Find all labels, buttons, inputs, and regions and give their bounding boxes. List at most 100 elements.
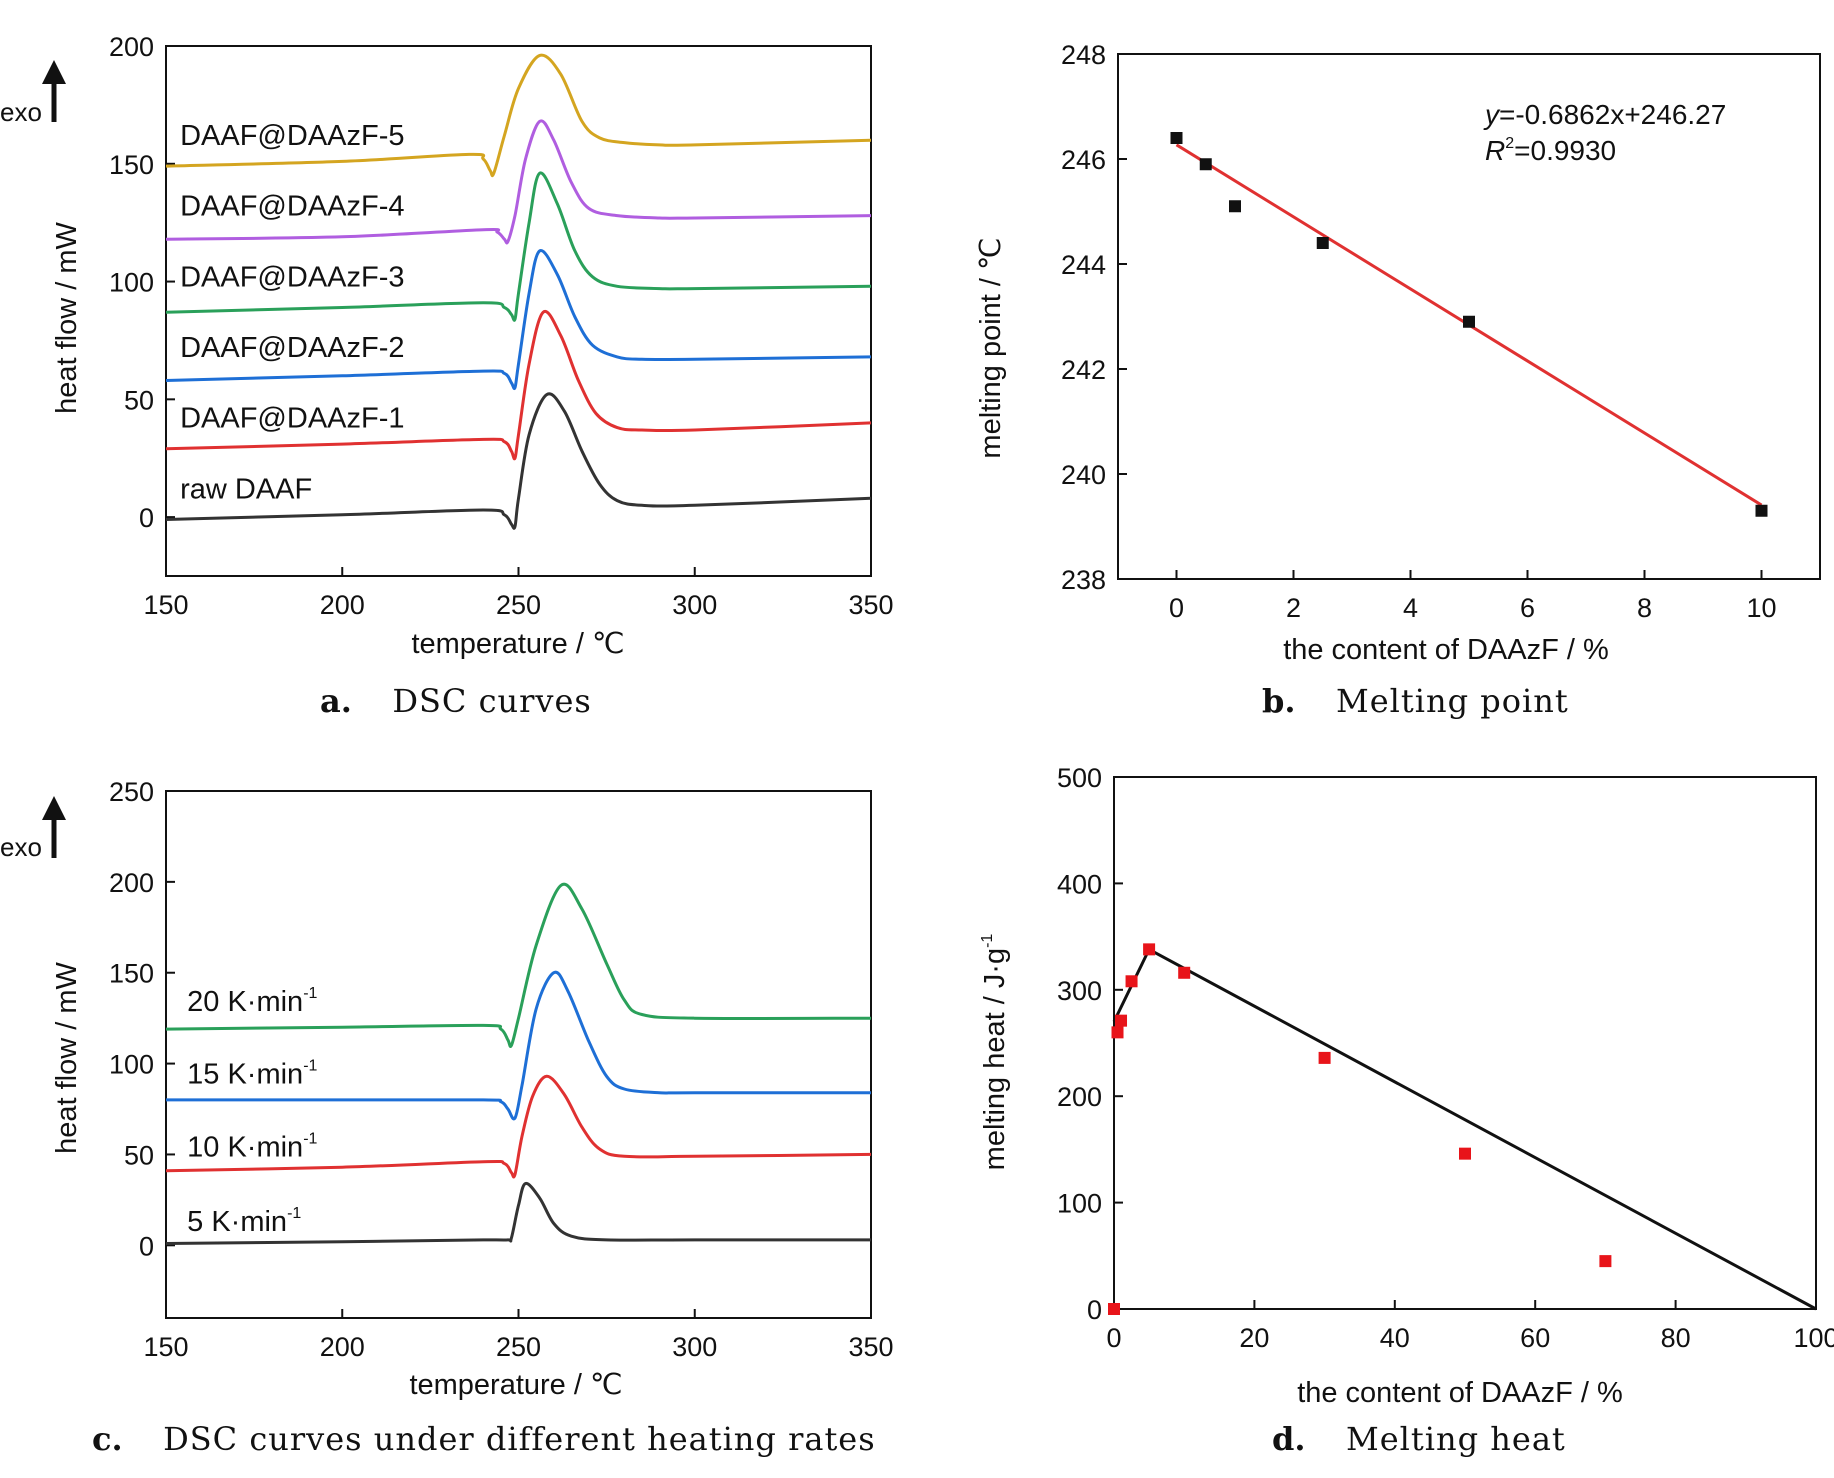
data-point-d-4 [1143, 943, 1156, 956]
series-label-c-1: 10 K·min-1 [187, 1130, 317, 1163]
x-tick-label-a-2: 250 [496, 590, 541, 620]
x-tick-label-d-4: 80 [1661, 1323, 1691, 1353]
exo-label-a: exo [0, 97, 42, 127]
y-tick-label-c-2: 100 [109, 1050, 154, 1080]
x-tick-label-b-2: 4 [1403, 593, 1418, 623]
x-tick-label-d-0: 0 [1106, 1323, 1121, 1353]
exo-label-c: exo [0, 832, 42, 862]
series-line-a-1 [165, 309, 872, 461]
series-label-text-a-1: DAAF@DAAzF-1 [180, 403, 404, 435]
series-label-text-c-1: 10 K·min [187, 1131, 303, 1163]
x-axis-label-b: the content of DAAzF / % [1283, 634, 1609, 666]
series-label-text-a-2: DAAF@DAAzF-2 [180, 332, 404, 364]
series-label-exp-c-3: -1 [303, 985, 317, 1002]
d-axes-ticks: 0 20 40 60 80 100 0 100 200 300 400 500 [1057, 763, 1834, 1353]
y-tick-label-b-0: 238 [1061, 565, 1106, 595]
x-tick-label-a-3: 300 [672, 590, 717, 620]
a-series-labels: raw DAAF DAAF@DAAzF-1 DAAF@DAAzF-2 DAAF@DAA… [180, 120, 404, 505]
series-label-c-2: 15 K·min-1 [187, 1058, 317, 1091]
equation-y: y [1483, 99, 1501, 130]
series-line-c-2 [166, 970, 871, 1121]
y-tick-label-b-3: 244 [1061, 250, 1106, 280]
r2-exponent: 2 [1505, 135, 1514, 152]
regression-equation: y=-0.6862x+246.27 [1483, 99, 1726, 130]
data-point-d-6 [1318, 1051, 1331, 1064]
b-series-group [1170, 132, 1768, 517]
y-tick-label-a-0: 0 [139, 503, 154, 533]
x-tick-label-b-5: 10 [1746, 593, 1776, 623]
data-point-b-0 [1170, 132, 1183, 144]
y-tick-label-d-5: 500 [1057, 763, 1102, 793]
y-tick-label-c-5: 250 [109, 777, 154, 807]
y-tick-label-c-4: 200 [109, 868, 154, 898]
caption-text-a: DSC curves [392, 682, 592, 720]
series-label-text-a-4: DAAF@DAAzF-4 [180, 191, 404, 223]
data-point-d-7 [1459, 1147, 1471, 1160]
data-point-d-1 [1111, 1026, 1124, 1039]
x-tick-label-a-0: 150 [143, 590, 188, 620]
series-line-a-4 [165, 119, 872, 245]
y-tick-label-a-1: 50 [124, 385, 154, 415]
y-tick-label-b-4: 246 [1061, 145, 1106, 175]
y-tick-label-c-0: 0 [139, 1231, 154, 1261]
data-point-d-8 [1599, 1255, 1612, 1268]
series-label-a-0: raw DAAF [180, 473, 312, 505]
x-tick-label-d-1: 20 [1239, 1323, 1269, 1353]
y-tick-label-b-5: 248 [1061, 40, 1106, 70]
series-line-a-5 [165, 53, 872, 178]
exo-arrow-a: exo [0, 60, 66, 127]
data-point-b-4 [1463, 315, 1475, 328]
exo-arrow-head-c [42, 796, 66, 820]
x-tick-label-a-4: 350 [848, 590, 893, 620]
r2-symbol: R [1485, 135, 1505, 166]
series-label-text-c-2: 15 K·min [187, 1059, 303, 1091]
x-tick-label-d-2: 40 [1380, 1323, 1410, 1353]
exo-arrow-head-a [42, 60, 66, 84]
r2-value: =0.9930 [1514, 135, 1616, 166]
series-line-c-0 [165, 1181, 871, 1245]
y-axis-label-d: melting heat / J·g-1 [979, 934, 1011, 1171]
equation-body: =-0.6862x+246.27 [1499, 99, 1726, 130]
series-label-text-a-0: raw DAAF [180, 473, 312, 505]
series-label-a-5: DAAF@DAAzF-5 [180, 120, 404, 152]
series-label-a-3: DAAF@DAAzF-3 [180, 261, 404, 293]
series-label-a-2: DAAF@DAAzF-2 [180, 332, 404, 364]
y-axis-label-b: melting point / ℃ [975, 237, 1007, 458]
caption-text-b: Melting point [1336, 682, 1569, 720]
caption-d: d. Melting heat [1272, 1420, 1566, 1458]
x-tick-label-c-3: 300 [672, 1332, 717, 1362]
series-label-text-c-0: 5 K·min [187, 1206, 287, 1238]
x-tick-label-c-0: 150 [143, 1332, 188, 1362]
y-axis-label-a: heat flow / mW [51, 221, 83, 413]
x-tick-label-a-1: 200 [320, 590, 365, 620]
y-axis-label-c: heat flow / mW [51, 961, 83, 1153]
x-tick-label-b-3: 6 [1520, 593, 1535, 623]
panel-a-dsc-curves: 150 200 250 300 350 0 50 100 150 200 raw DAAF DAAF… [0, 32, 894, 720]
x-tick-label-c-2: 250 [496, 1332, 541, 1362]
series-line-a-3 [165, 171, 872, 322]
series-label-text-c-3: 20 K·min [187, 986, 303, 1018]
x-tick-label-c-1: 200 [320, 1332, 365, 1362]
data-point-b-2 [1229, 200, 1241, 213]
y-tick-label-d-4: 400 [1057, 869, 1102, 899]
r-squared: R2=0.9930 [1485, 135, 1616, 166]
x-tick-label-c-4: 350 [848, 1332, 893, 1362]
series-label-c-3: 20 K·min-1 [187, 985, 317, 1018]
series-line-c-3 [165, 882, 872, 1048]
caption-letter-a: a. [320, 682, 352, 720]
panel-d-melting-heat: 0 20 40 60 80 100 0 100 200 300 400 500 the content… [979, 763, 1834, 1458]
y-tick-label-b-1: 240 [1061, 460, 1106, 490]
series-line-a-0 [165, 392, 872, 530]
series-label-c-0: 5 K·min-1 [187, 1205, 301, 1238]
x-tick-label-b-0: 0 [1169, 593, 1184, 623]
a-series-group [165, 53, 872, 530]
series-label-exp-c-0: -1 [287, 1205, 301, 1222]
x-tick-label-d-5: 100 [1793, 1323, 1834, 1353]
y-tick-label-b-2: 242 [1061, 355, 1106, 385]
x-axis-label-d: the content of DAAzF / % [1297, 1377, 1623, 1409]
series-label-exp-c-2: -1 [303, 1058, 317, 1075]
